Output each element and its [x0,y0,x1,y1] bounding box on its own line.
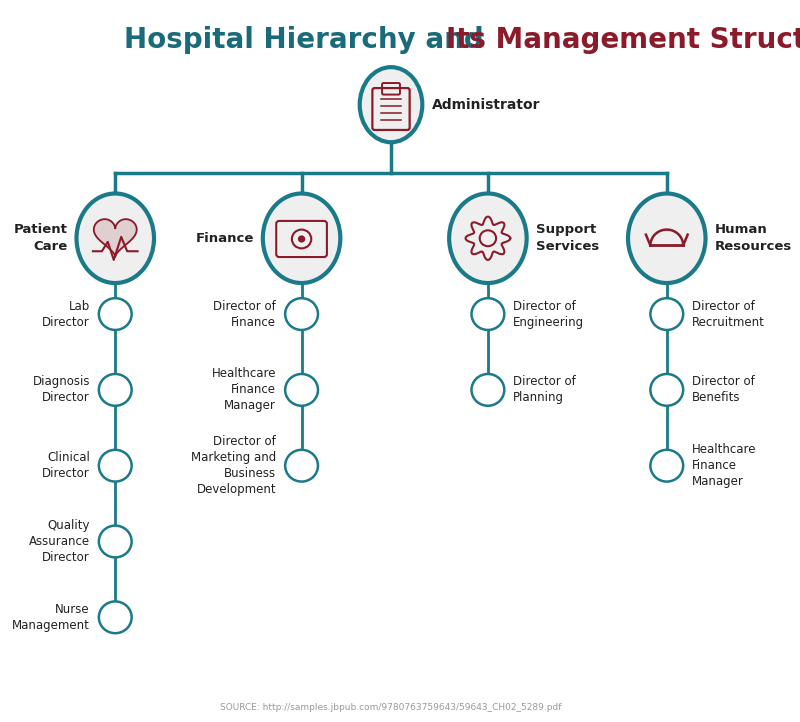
Circle shape [99,526,132,557]
Text: Administrator: Administrator [432,97,541,112]
Circle shape [285,298,318,330]
Circle shape [99,450,132,482]
Text: Director of
Recruitment: Director of Recruitment [692,300,765,329]
Text: Support
Services: Support Services [536,223,599,253]
Text: SOURCE: http://samples.jbpub.com/9780763759643/59643_CH02_5289.pdf: SOURCE: http://samples.jbpub.com/9780763… [220,703,562,712]
Circle shape [99,298,132,330]
Text: Lab
Director: Lab Director [42,300,90,329]
Text: Director of
Planning: Director of Planning [514,375,576,404]
Text: Hospital Hierarchy and: Hospital Hierarchy and [124,26,494,54]
Text: Patient
Care: Patient Care [14,223,67,253]
Text: Human
Resources: Human Resources [714,223,792,253]
Circle shape [650,374,683,406]
Ellipse shape [77,193,154,283]
Text: Nurse
Management: Nurse Management [12,603,90,632]
Ellipse shape [263,193,340,283]
Ellipse shape [449,193,526,283]
Circle shape [99,601,132,633]
Text: Healthcare
Finance
Manager: Healthcare Finance Manager [212,367,276,412]
Text: Director of
Finance: Director of Finance [214,300,276,329]
Circle shape [298,236,305,242]
Circle shape [99,374,132,406]
Circle shape [285,374,318,406]
Circle shape [471,298,504,330]
Ellipse shape [360,67,422,142]
Text: Director of
Marketing and
Business
Development: Director of Marketing and Business Devel… [191,435,276,496]
Text: Clinical
Director: Clinical Director [42,451,90,480]
Ellipse shape [628,193,706,283]
Polygon shape [94,219,137,257]
Text: Director of
Engineering: Director of Engineering [514,300,584,329]
Text: Director of
Benefits: Director of Benefits [692,375,755,404]
Text: Finance: Finance [195,232,254,245]
Circle shape [471,374,504,406]
Text: Its Management Structure: Its Management Structure [446,26,800,54]
Text: Quality
Assurance
Director: Quality Assurance Director [29,519,90,564]
Text: Diagnosis
Director: Diagnosis Director [33,375,90,404]
Circle shape [285,450,318,482]
Text: Healthcare
Finance
Manager: Healthcare Finance Manager [692,443,757,488]
Circle shape [650,298,683,330]
Circle shape [650,450,683,482]
